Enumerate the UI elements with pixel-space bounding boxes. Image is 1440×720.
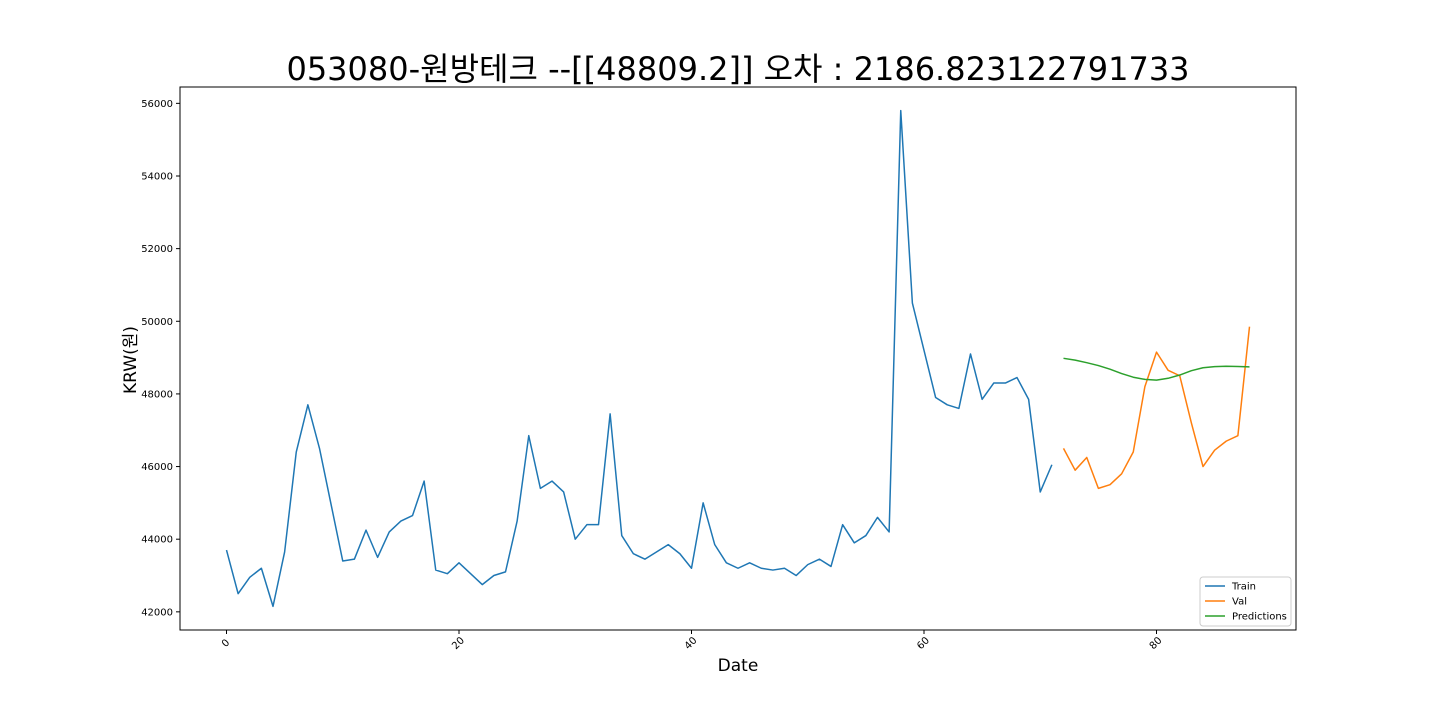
- legend-entry: Val: [1232, 597, 1247, 608]
- y-tick-label: 48000: [141, 389, 173, 400]
- y-tick-label: 52000: [141, 244, 173, 255]
- plot-area: [179, 86, 1297, 631]
- series-line-train: [225, 109, 1053, 608]
- series-line-val: [1062, 326, 1251, 490]
- chart-title: 053080-원방테크 --[[48809.2]] 오차 : 2186.8231…: [286, 50, 1189, 88]
- x-tick-label: 0: [220, 638, 232, 650]
- y-tick-label: 46000: [141, 462, 173, 473]
- y-tick-label: 44000: [141, 535, 173, 546]
- legend-entry: Predictions: [1232, 612, 1287, 623]
- legend: Train Val Predictions: [1199, 576, 1292, 627]
- y-tick-label: 50000: [141, 317, 173, 328]
- y-tick-label: 54000: [141, 171, 173, 182]
- y-tick-label: 42000: [141, 607, 173, 618]
- legend-entry: Train: [1231, 582, 1256, 593]
- series-layer: [225, 109, 1251, 608]
- y-axis-label: KRW(원): [121, 326, 141, 394]
- y-axis: 42000 44000 46000 48000 50000 52000 54000 56000: [141, 99, 180, 618]
- x-tick-label: 80: [1148, 635, 1165, 652]
- x-tick-label: 20: [450, 635, 467, 652]
- legend-box: [1199, 576, 1292, 627]
- x-axis: 0 20 40 60 80: [220, 630, 1165, 652]
- series-line-predictions: [1063, 357, 1250, 381]
- x-tick-label: 40: [683, 635, 700, 652]
- x-tick-label: 60: [915, 635, 932, 652]
- y-tick-label: 56000: [141, 99, 173, 110]
- x-axis-label: Date: [718, 656, 759, 676]
